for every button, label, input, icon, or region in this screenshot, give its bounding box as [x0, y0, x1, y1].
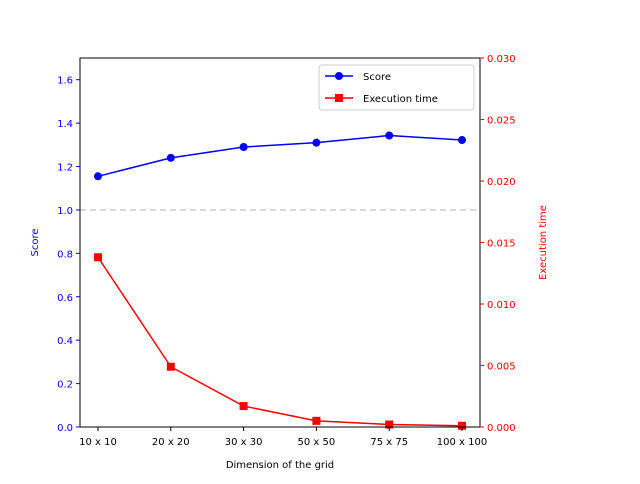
x-axis-tick-label: 30 x 30 [225, 437, 263, 448]
execution-time-point [385, 420, 394, 429]
score-point [166, 153, 175, 162]
right-axis-tick-label: 0.020 [487, 177, 516, 188]
execution-time-point [312, 416, 321, 425]
x-axis-label: Dimension of the grid [226, 460, 334, 471]
execution-time-point [166, 362, 175, 371]
right-axis-tick-label: 0.025 [487, 116, 516, 127]
left-axis-label: Score [30, 228, 41, 256]
series-line-execution-time [97, 256, 463, 427]
left-axis-tick-label: 0.6 [57, 293, 73, 304]
left-axis-tick-label: 1.4 [57, 119, 73, 130]
legend-label: Execution time [363, 94, 438, 105]
left-axis-tick-label: 0.8 [57, 249, 73, 260]
right-axis-tick-label: 0.005 [487, 362, 516, 373]
left-axis-tick-label: 0.2 [57, 380, 73, 391]
plot-area [80, 58, 480, 427]
execution-time-point [458, 421, 466, 430]
execution-time-point [239, 402, 248, 411]
legend-marker-circle [335, 72, 343, 80]
right-axis-tick-label: 0.000 [487, 423, 516, 434]
series-line-score [97, 134, 463, 178]
left-axis-tick-label: 0.4 [57, 336, 73, 347]
score-point [385, 131, 394, 140]
x-axis-tick-label: 50 x 50 [298, 437, 336, 448]
x-axis-tick-label: 10 x 10 [79, 437, 117, 448]
right-axis-tick-label: 0.010 [487, 300, 516, 311]
left-axis-tick-label: 0.0 [57, 423, 73, 434]
score-point [458, 136, 466, 145]
score-point [239, 142, 248, 151]
left-axis-tick-label: 1.2 [57, 163, 73, 174]
legend-label: Score [363, 72, 391, 83]
left-axis-tick-label: 1.0 [57, 206, 73, 217]
score-point [312, 138, 321, 147]
x-axis-tick-label: 20 x 20 [152, 437, 190, 448]
x-axis-tick-label: 100 x 100 [437, 437, 487, 448]
legend-marker-square [335, 94, 343, 102]
right-axis-tick-label: 0.015 [487, 239, 516, 250]
right-axis-tick-label: 0.030 [487, 54, 516, 65]
score-point [94, 172, 102, 181]
left-axis-tick-label: 1.6 [57, 76, 73, 87]
legend-box [318, 64, 475, 111]
right-axis-label: Execution time [538, 205, 549, 280]
execution-time-point [94, 253, 102, 262]
x-axis-tick-label: 75 x 75 [370, 437, 408, 448]
